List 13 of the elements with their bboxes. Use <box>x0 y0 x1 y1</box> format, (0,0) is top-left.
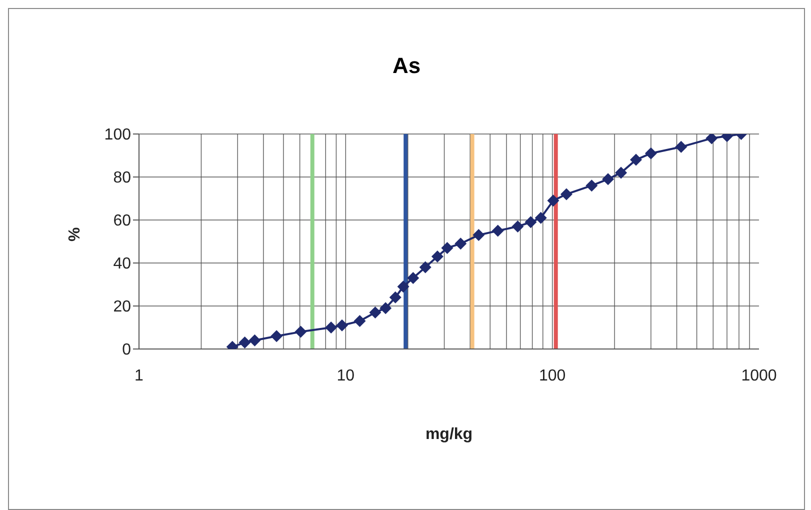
y-axis-title: % <box>66 227 84 242</box>
y-tick-label: 20 <box>113 298 132 316</box>
x-axis-title: mg/kg <box>425 426 473 443</box>
y-tick-label: 60 <box>113 212 132 230</box>
x-tick-label: 10 <box>336 367 355 384</box>
chart-title: As <box>391 53 422 79</box>
y-tick-label: 100 <box>104 126 132 144</box>
y-tick-label: 40 <box>113 256 132 273</box>
x-tick-label: 1000 <box>741 367 777 384</box>
y-tick-label: 80 <box>113 170 132 187</box>
x-tick-label: 1 <box>134 367 144 384</box>
x-tick-label: 100 <box>538 367 566 384</box>
y-tick-label: 0 <box>122 342 132 359</box>
